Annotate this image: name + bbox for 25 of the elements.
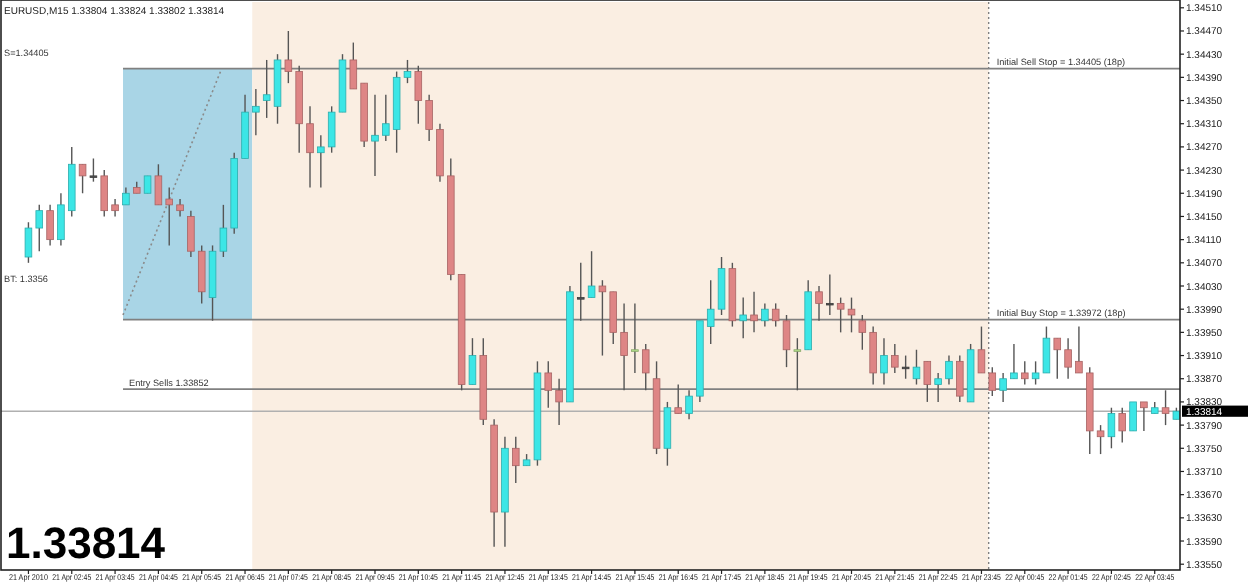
candlestick — [1129, 401, 1137, 432]
candlestick — [1140, 401, 1148, 432]
candlestick — [923, 360, 932, 403]
candlestick — [761, 302, 769, 328]
candlestick — [1021, 360, 1029, 386]
candlestick — [826, 273, 834, 316]
candlestick — [880, 337, 888, 386]
candlestick — [750, 291, 758, 334]
candlestick — [901, 354, 910, 380]
candlestick — [1161, 389, 1170, 426]
candlestick — [631, 302, 639, 374]
candlestick — [46, 204, 54, 247]
candlestick — [1118, 407, 1126, 444]
candlestick — [956, 354, 964, 403]
annotation: 1.33814 — [6, 518, 167, 568]
candlestick — [1107, 407, 1116, 449]
candlestick — [641, 343, 650, 392]
candlestick — [674, 383, 682, 415]
candlestick — [577, 262, 585, 322]
candlestick — [739, 296, 747, 339]
candlestick — [793, 337, 802, 392]
candlestick — [512, 435, 520, 484]
candlestick — [663, 401, 672, 467]
candlestick — [89, 157, 98, 183]
candlestick — [468, 337, 477, 386]
